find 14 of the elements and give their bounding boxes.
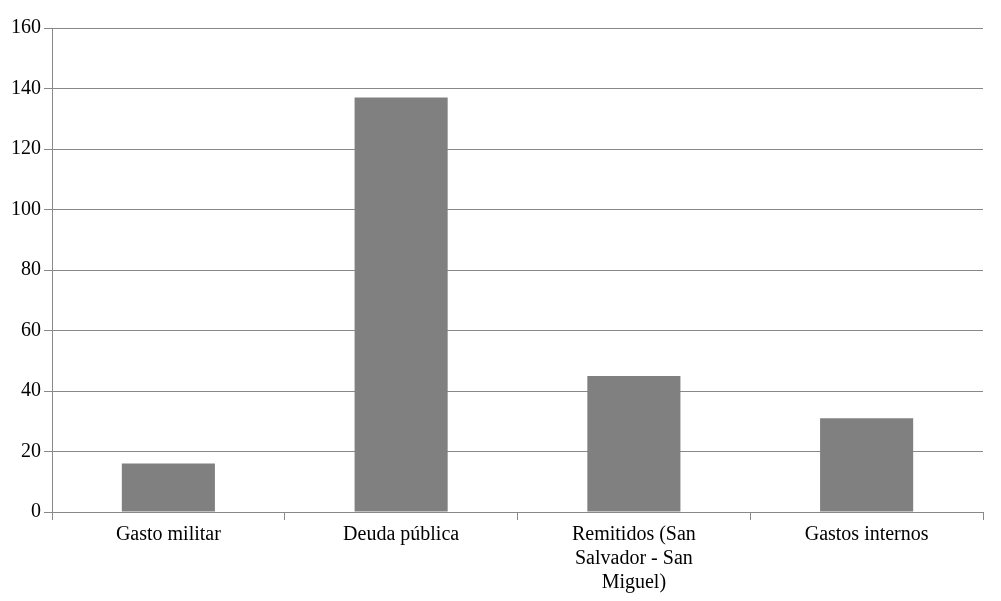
y-tick-label: 140 [11, 75, 41, 98]
y-tick-label: 160 [11, 15, 41, 38]
y-tick-label: 40 [21, 378, 41, 401]
x-tick-label: Gastos internos [804, 522, 929, 545]
x-tick-label: Deuda pública [343, 522, 460, 546]
x-tick-label: Remitidos (San Salvador - San Miguel) [571, 522, 696, 594]
y-tick-label: 120 [11, 136, 41, 159]
y-tick-label: 100 [11, 196, 41, 219]
y-tick-label: 20 [21, 438, 41, 461]
bar [121, 463, 215, 512]
y-tick-label: 0 [31, 499, 41, 522]
y-tick-label: 80 [21, 257, 41, 280]
y-tick-label: 60 [21, 317, 41, 340]
x-tick-label: Gasto militar [115, 522, 222, 545]
